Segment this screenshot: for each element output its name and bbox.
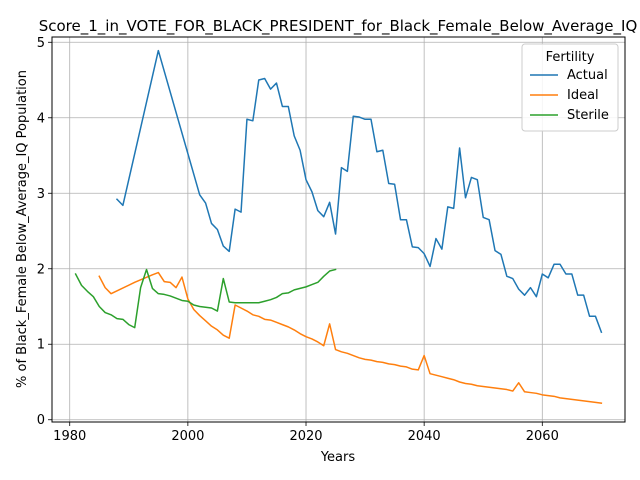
x-axis-ticks: 1980 2000 2020 2040 2060 [53,422,559,444]
series-line-actual [115,49,603,334]
legend-label-ideal: Ideal [567,88,599,103]
series-lines [74,49,603,404]
x-tick-label: 2040 [408,429,441,444]
y-tick-label: 3 [37,187,45,202]
x-tick-label: 2020 [289,429,322,444]
x-tick-label: 2060 [526,429,559,444]
legend: Fertility Actual Ideal Sterile [521,43,619,132]
y-axis-label: % of Black_Female Below_Average_IQ Popul… [15,70,30,388]
x-tick-label: 2000 [171,429,204,444]
legend-title: Fertility [546,50,595,65]
legend-label-sterile: Sterile [567,108,609,123]
x-tick-label: 1980 [53,429,86,444]
y-tick-label: 0 [37,413,45,428]
y-tick-label: 2 [37,262,45,277]
chart-title: Score_1_in_VOTE_FOR_BLACK_PRESIDENT_for_… [39,17,638,36]
x-axis-label: Years [320,450,356,465]
legend-box [521,43,619,132]
y-tick-label: 4 [37,111,45,126]
y-tick-label: 5 [37,36,45,51]
series-line-ideal [98,271,603,404]
series-line-sterile [74,268,337,329]
y-axis-ticks: 0 1 2 3 4 5 [37,36,52,428]
legend-label-actual: Actual [567,68,608,83]
plot-frame [51,36,626,423]
y-tick-label: 1 [37,338,45,353]
legend-items: Actual Ideal Sterile [530,68,609,123]
